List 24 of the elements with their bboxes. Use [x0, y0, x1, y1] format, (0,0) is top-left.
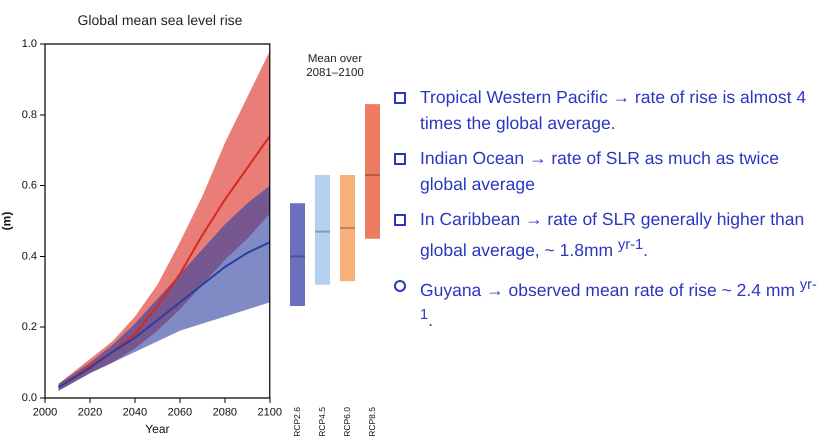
y-tick-label: 0.6 — [22, 180, 37, 192]
x-tick-label: 2020 — [78, 406, 102, 419]
y-axis-title: (m) — [0, 212, 14, 230]
x-tick-label: RCP4.5 — [316, 406, 327, 437]
text: In Caribbean → rate of SLR generally higher than global average, ~ 1.8mm $^{yr-1}$. — [420, 209, 804, 260]
x-tick-label: RCP2.6 — [292, 406, 302, 437]
x-tick-label: 2100 — [258, 406, 282, 419]
x-tick-label: 2060 — [168, 406, 192, 419]
y-tick-label: 0.0 — [22, 392, 37, 404]
text: Guyana → observed mean rate of rise ~ 2.4 mm $^{yr-}$$^{1}$. — [420, 276, 817, 330]
x-tick-label: RCP6.0 — [342, 406, 352, 437]
text: Tropical Western Pacific → rate of rise is almost 4 times the global average. — [420, 87, 806, 133]
x-tick-label: 2040 — [122, 406, 148, 419]
x-tick-label: RCP8.5 — [366, 406, 377, 437]
text: Mean over 2081–2100 — [305, 52, 365, 80]
chart-title: Global mean sea level rise — [76, 12, 244, 28]
text: Indian Ocean → rate of SLR as much as twice global average — [420, 148, 779, 194]
y-tick-label: 0.2 — [22, 321, 37, 334]
x-tick-label: 2080 — [212, 406, 238, 419]
x-axis-title: Year — [145, 422, 170, 436]
x-tick-label: 2000 — [32, 406, 58, 419]
y-tick-label: 0.8 — [22, 108, 37, 121]
y-tick-label: 1.0 — [22, 38, 37, 50]
y-tick-label: 0.4 — [22, 250, 37, 262]
